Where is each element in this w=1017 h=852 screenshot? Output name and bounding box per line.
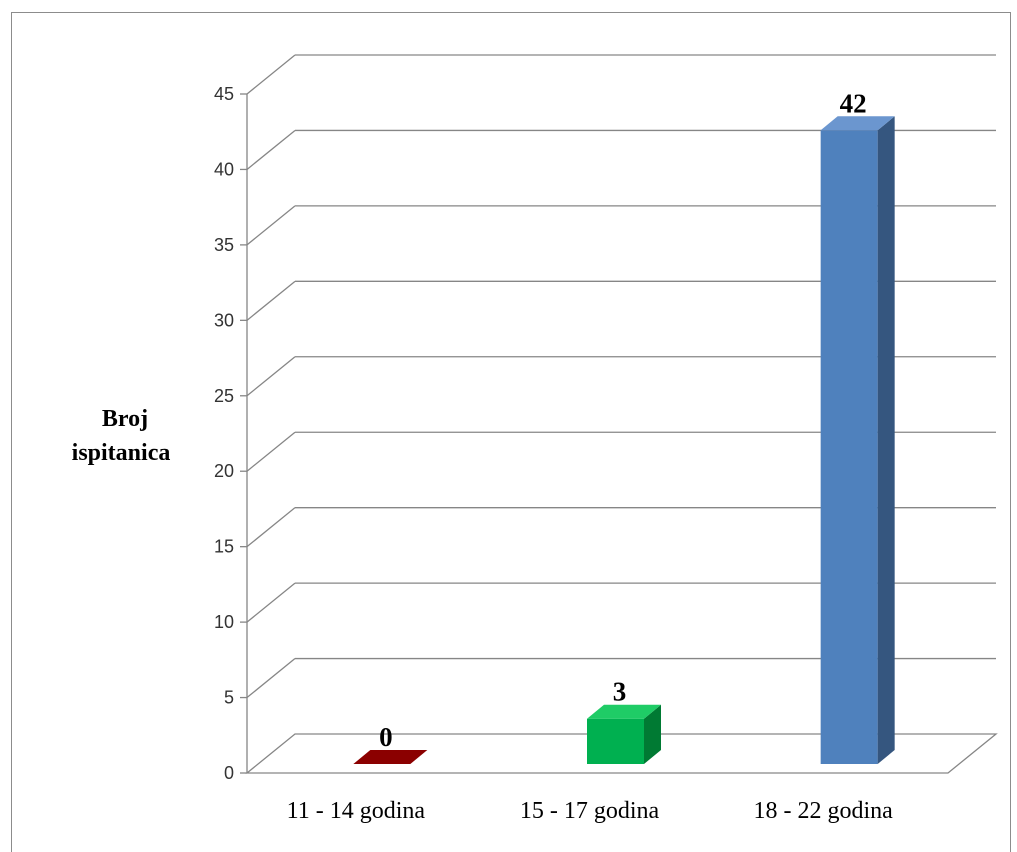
bars: [353, 116, 895, 765]
y-tick-label: 40: [214, 159, 234, 179]
bar-front: [820, 130, 878, 764]
bar-side: [644, 704, 661, 764]
y-tick-label: 45: [214, 84, 234, 104]
bar-1: [353, 750, 428, 764]
gridline-side: [246, 507, 296, 548]
data-label: 42: [840, 88, 867, 118]
y-tick-label: 35: [214, 235, 234, 255]
y-tick-label: 20: [214, 461, 234, 481]
gridline-side: [246, 658, 296, 699]
gridline-side: [246, 356, 296, 397]
bar-top: [587, 704, 661, 719]
gridline-side: [246, 205, 296, 246]
bar-top: [820, 116, 895, 131]
x-tick-label: 18 - 22 godina: [754, 798, 894, 824]
gridline-side: [246, 582, 296, 623]
y-tick-label: 0: [224, 763, 234, 783]
bar-3: [820, 116, 895, 765]
floor: [245, 733, 998, 774]
bar-side: [877, 116, 895, 765]
chart-frame: [11, 12, 1011, 852]
y-tick-label: 15: [214, 537, 234, 557]
y-tick-label: 25: [214, 386, 234, 406]
bar-top: [353, 750, 428, 764]
y-tick-label: 10: [214, 612, 234, 632]
y-axis-label-line1: Broj: [102, 406, 148, 432]
data-label: 0: [379, 722, 393, 752]
bar-2: [587, 704, 661, 764]
gridline-side: [246, 54, 296, 95]
gridline-side: [246, 431, 296, 472]
x-axis: 11 - 14 godina 15 - 17 godina 18 - 22 godi…: [287, 798, 894, 824]
x-tick-label: 15 - 17 godina: [520, 798, 660, 824]
x-tick-label: 11 - 14 godina: [287, 798, 426, 824]
y-axis: 0 5 10 15 20 25 30 35 40 45: [214, 84, 248, 783]
y-tick-label: 5: [224, 688, 234, 708]
gridline-side: [246, 280, 296, 321]
y-tick-label: 30: [214, 310, 234, 330]
data-label: 3: [613, 677, 627, 707]
gridline-side: [246, 129, 296, 170]
data-labels: 0 3 42: [379, 88, 867, 752]
bar-front: [587, 718, 644, 764]
y-axis-label-line2: ispitanica: [72, 440, 171, 466]
